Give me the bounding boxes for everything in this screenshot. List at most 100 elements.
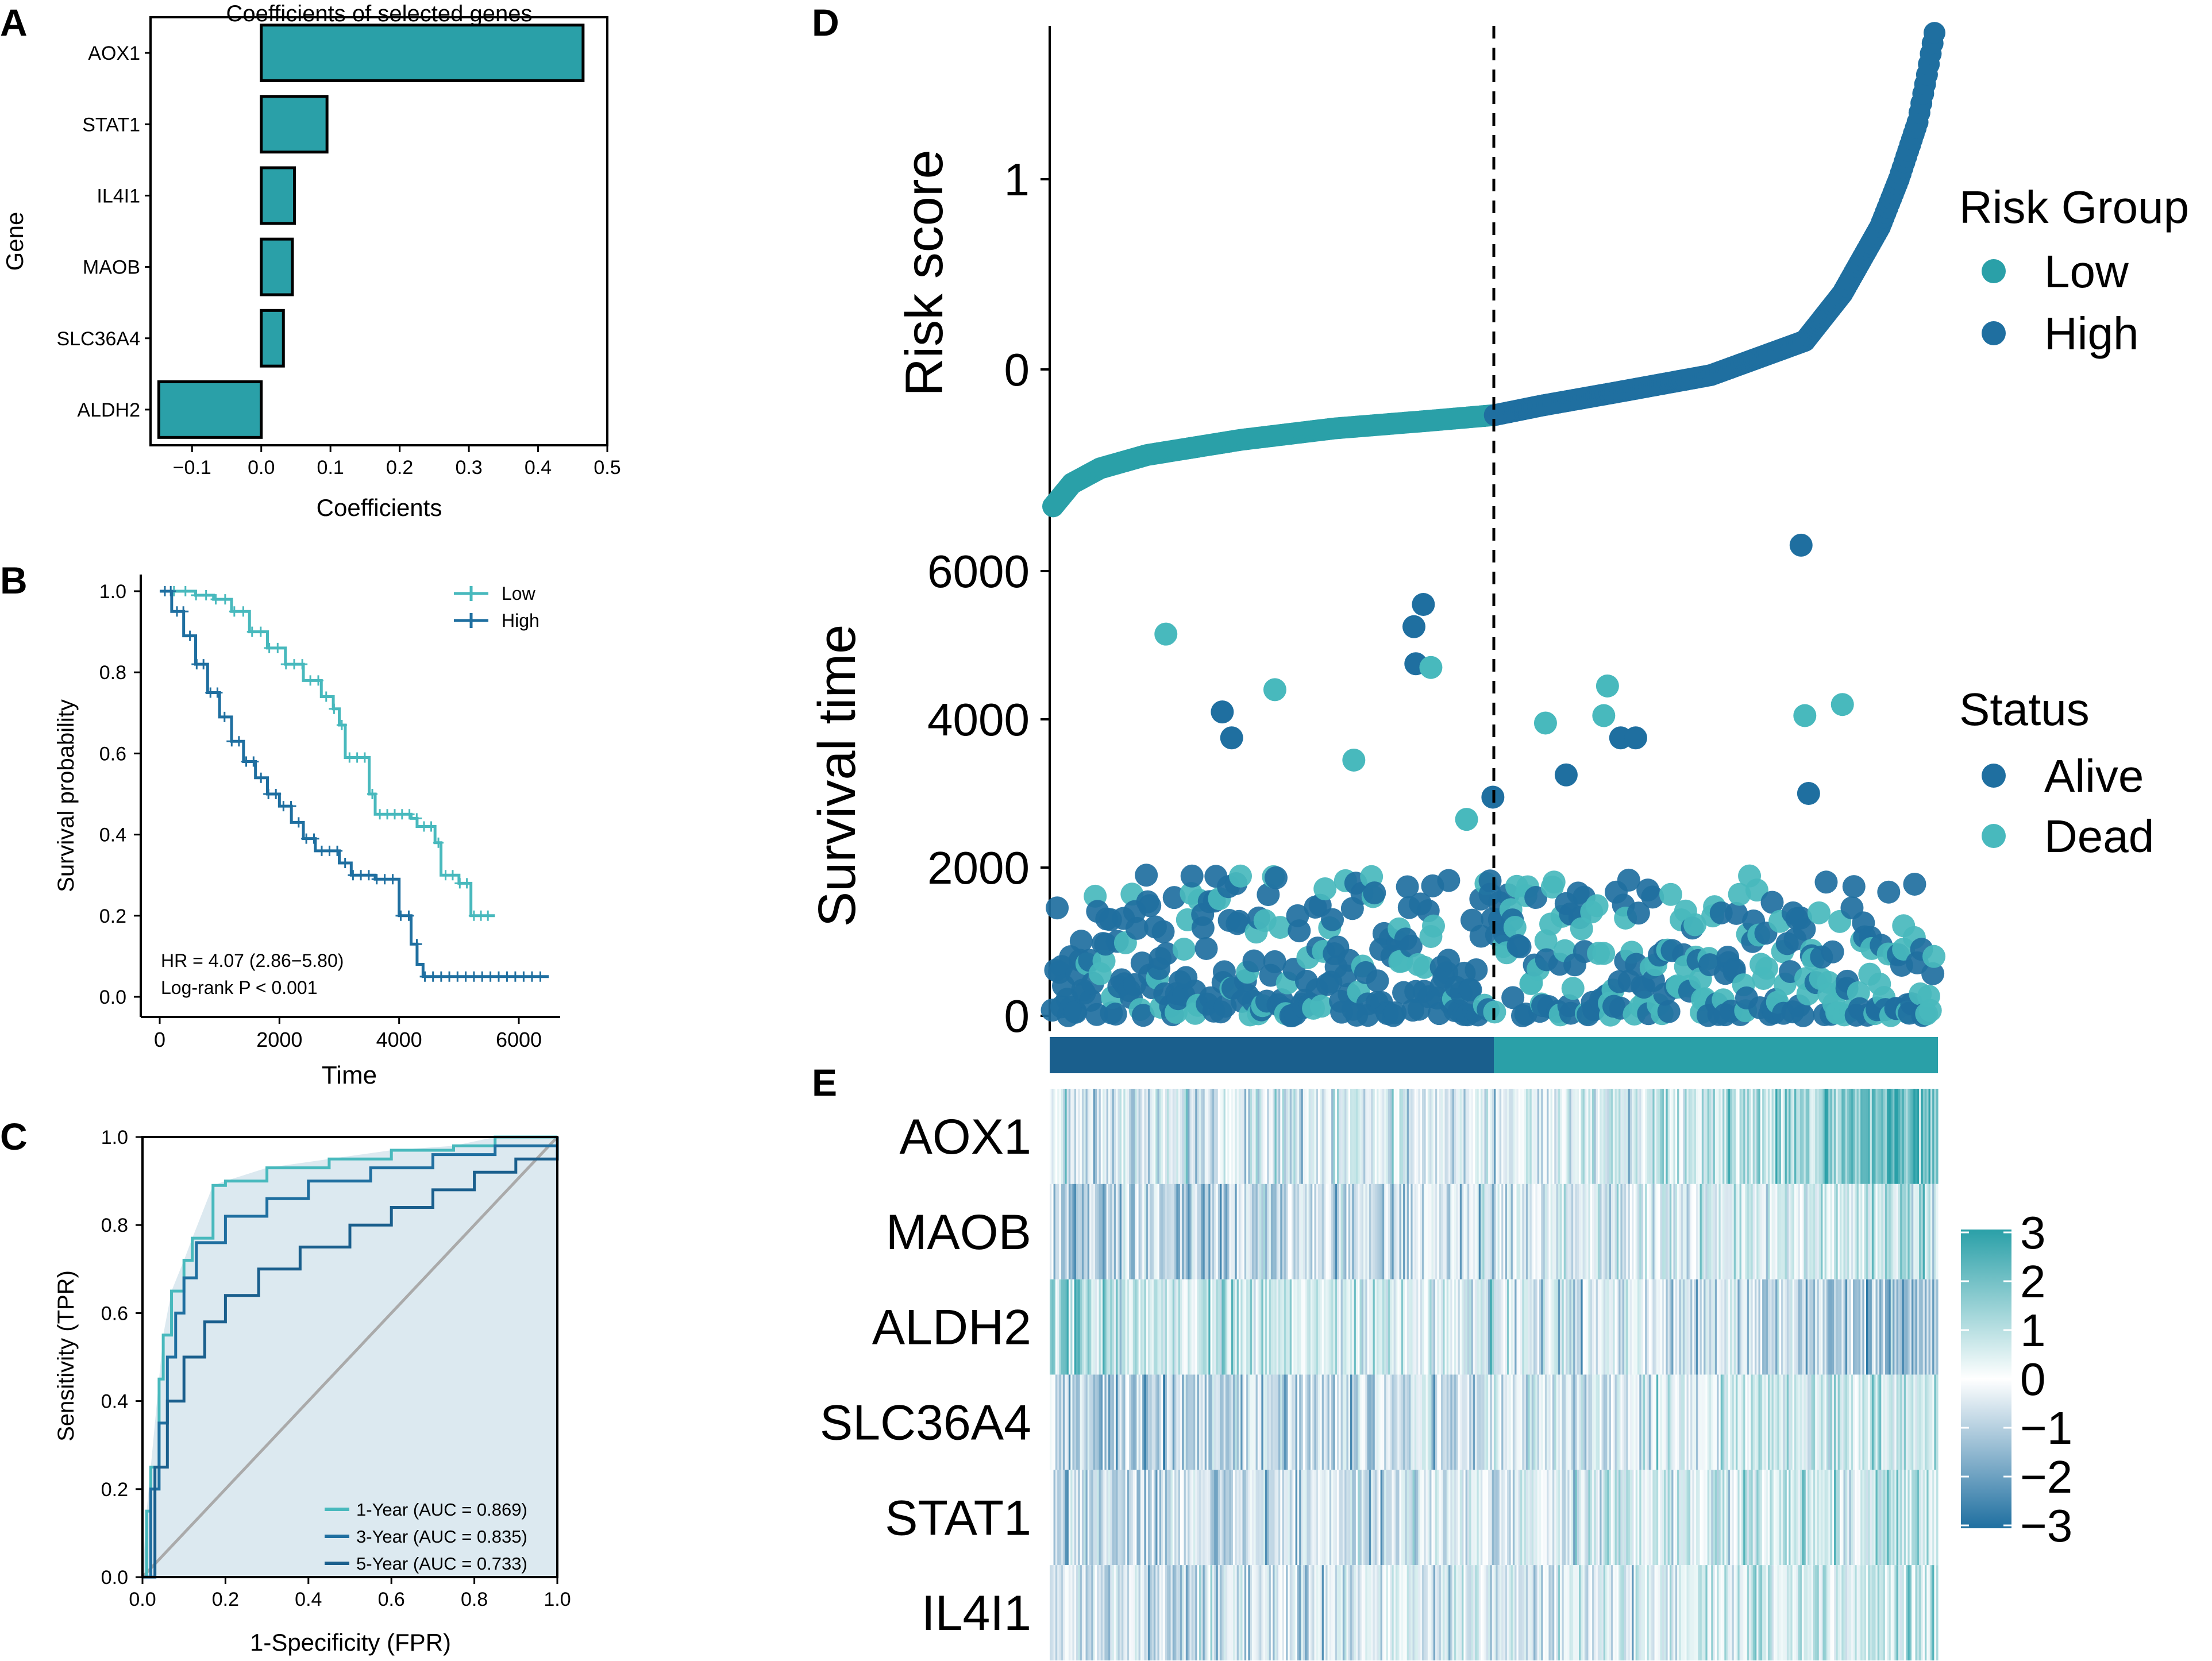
heatmap-cell [1554, 1279, 1557, 1375]
heatmap-cell [1267, 1279, 1270, 1375]
heatmap-cell [1401, 1470, 1404, 1566]
heatmap-cell [1751, 1470, 1754, 1566]
scale-tick-label: −1 [2020, 1402, 2072, 1454]
survival-point [1627, 901, 1650, 925]
heatmap-cell [1709, 1374, 1712, 1470]
heatmap-cell [1911, 1374, 1914, 1470]
heatmap-cell [1771, 1374, 1774, 1470]
heatmap-cell [1845, 1374, 1848, 1470]
heatmap-cell [1690, 1374, 1693, 1470]
heatmap-cell [1456, 1279, 1459, 1375]
heatmap-cell [1889, 1089, 1891, 1184]
heatmap-cell [1414, 1184, 1417, 1280]
heatmap-cell [1805, 1374, 1808, 1470]
heatmap-cell [1875, 1184, 1878, 1280]
censor-mark [180, 586, 191, 596]
heatmap-cell [1852, 1565, 1855, 1660]
heatmap-cell [1828, 1374, 1831, 1470]
heatmap-cell [1510, 1184, 1513, 1280]
heatmap-cell [1798, 1279, 1801, 1375]
heatmap-cell [1081, 1089, 1084, 1184]
heatmap-cell [1151, 1470, 1154, 1566]
heatmap-cell [1331, 1089, 1334, 1184]
heatmap-cell [1108, 1089, 1111, 1184]
heatmap-cell [1462, 1470, 1464, 1566]
heatmap-cell [1263, 1184, 1266, 1280]
heatmap-cell [1212, 1470, 1215, 1566]
censor-mark [387, 874, 398, 885]
heatmap-cell [1486, 1279, 1489, 1375]
heatmap-cell [1547, 1470, 1549, 1566]
heatmap-cell [1459, 1089, 1462, 1184]
heatmap-cell [1926, 1279, 1929, 1375]
heatmap-cell [1789, 1565, 1791, 1660]
heatmap-cell [1374, 1565, 1377, 1660]
heatmap-cell [1276, 1470, 1279, 1566]
survival-point [1135, 864, 1158, 887]
heatmap-cell [1496, 1374, 1498, 1470]
heatmap-cell [1779, 1089, 1782, 1184]
heatmap-cell [1822, 1470, 1825, 1566]
heatmap-cell [1743, 1184, 1746, 1280]
heatmap-cell [1496, 1279, 1498, 1375]
heatmap-cell [1839, 1565, 1842, 1660]
heatmap-cell [1496, 1470, 1498, 1566]
heatmap-cell [1737, 1184, 1740, 1280]
heatmap-cell [1701, 1470, 1704, 1566]
heatmap-cell [1515, 1279, 1517, 1375]
heatmap-cell [1737, 1374, 1740, 1470]
heatmap-cell [1318, 1184, 1320, 1280]
xtick-label: 2000 [256, 1028, 302, 1051]
heatmap-cell [1380, 1279, 1383, 1375]
heatmap-cell [1336, 1184, 1339, 1280]
heatmap-cell [1707, 1565, 1710, 1660]
heatmap-cell [1301, 1374, 1304, 1470]
heatmap-cell [1562, 1470, 1564, 1566]
heatmap-cell [1374, 1470, 1377, 1566]
heatmap-cell [1666, 1089, 1668, 1184]
heatmap-cell [1679, 1470, 1682, 1566]
heatmap-cell [1435, 1374, 1438, 1470]
heatmap-cell [1828, 1184, 1831, 1280]
heatmap-cell [1749, 1184, 1751, 1280]
heatmap-cell [1323, 1565, 1326, 1660]
heatmap-cell [1144, 1374, 1147, 1470]
heatmap-cell [1310, 1279, 1313, 1375]
heatmap-cell [1751, 1565, 1754, 1660]
heatmap-cell [1076, 1374, 1078, 1470]
heatmap-cell [1427, 1374, 1430, 1470]
heatmap-cell [1558, 1565, 1560, 1660]
heatmap-cell [1188, 1184, 1190, 1280]
heatmap-cell [1648, 1279, 1651, 1375]
heatmap-cell [1809, 1184, 1812, 1280]
heatmap-cell [1132, 1374, 1135, 1470]
heatmap-cell [1826, 1184, 1829, 1280]
heatmap-cell [1251, 1374, 1254, 1470]
heatmap-cell [1894, 1374, 1897, 1470]
survival-point [1413, 955, 1436, 979]
heatmap-cell [1465, 1089, 1468, 1184]
heatmap-cell [1435, 1279, 1438, 1375]
heatmap-cell [1637, 1279, 1640, 1375]
heatmap-cell [1739, 1089, 1742, 1184]
heatmap-cell [1103, 1470, 1105, 1566]
heatmap-cell [1401, 1565, 1404, 1660]
heatmap-cell [1818, 1184, 1821, 1280]
heatmap-cell [1919, 1374, 1921, 1470]
heatmap-cell [1278, 1470, 1281, 1566]
heatmap-cell [1295, 1184, 1298, 1280]
survival-point [1151, 920, 1175, 943]
heatmap-cell [1503, 1565, 1506, 1660]
heatmap-cell [1789, 1374, 1791, 1470]
heatmap-cell [1851, 1565, 1853, 1660]
heatmap-cell [1259, 1565, 1262, 1660]
heatmap-cell [1609, 1089, 1612, 1184]
heatmap-cell [1469, 1470, 1472, 1566]
heatmap-cell [1579, 1565, 1581, 1660]
heatmap-cell [1586, 1565, 1589, 1660]
heatmap-cell [1446, 1184, 1449, 1280]
heatmap-cell [1675, 1565, 1678, 1660]
heatmap-cell [1440, 1089, 1443, 1184]
heatmap-cell [1510, 1470, 1513, 1566]
heatmap-cell [1418, 1565, 1421, 1660]
